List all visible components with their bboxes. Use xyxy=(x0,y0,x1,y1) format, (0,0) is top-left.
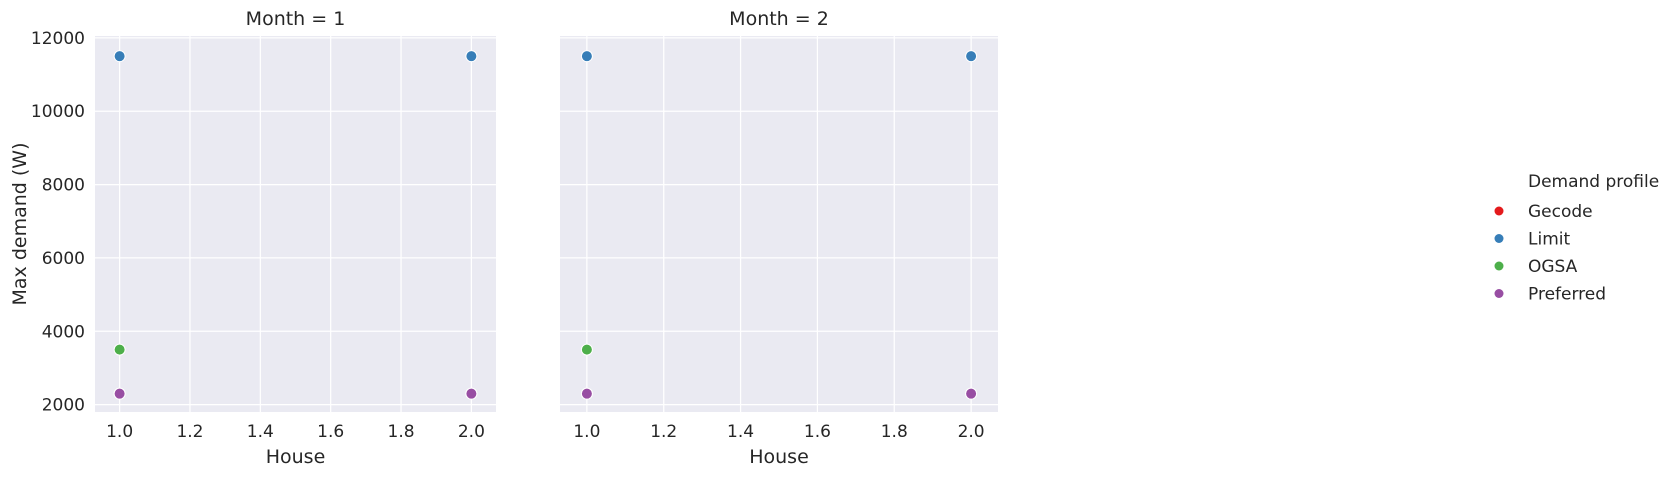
data-point-limit xyxy=(580,50,593,63)
x-tick-label: 1.6 xyxy=(804,422,831,442)
data-point-ogsa xyxy=(580,343,593,356)
x-tick-label: 2.0 xyxy=(958,422,985,442)
data-point-limit xyxy=(465,50,478,63)
legend-marker-preferred xyxy=(1494,289,1504,298)
x-tick-label: 1.6 xyxy=(317,422,344,442)
data-point-limit xyxy=(965,50,978,63)
y-tick-label: 8000 xyxy=(42,176,85,196)
x-tick-label: 1.4 xyxy=(727,422,754,442)
facet-title: Month = 1 xyxy=(246,8,346,30)
x-tick-label: 1.4 xyxy=(247,422,274,442)
x-tick-label: 2.0 xyxy=(458,422,485,442)
legend-label: Preferred xyxy=(1528,285,1606,305)
y-tick-label: 10000 xyxy=(31,102,85,122)
facet-panel-background xyxy=(560,36,998,412)
legend-marker-ogsa xyxy=(1494,261,1504,271)
y-tick-label: 6000 xyxy=(42,249,85,269)
facet-panel-background xyxy=(95,36,496,412)
legend-label: Gecode xyxy=(1528,202,1593,222)
y-axis-title: Max demand (W) xyxy=(9,143,31,306)
legend-marker-gecode xyxy=(1494,206,1504,216)
data-point-preferred xyxy=(113,387,126,400)
data-point-preferred xyxy=(580,387,593,400)
facet-title: Month = 2 xyxy=(729,8,829,30)
data-point-preferred xyxy=(965,387,978,400)
x-tick-label: 1.0 xyxy=(106,422,133,442)
y-tick-label: 4000 xyxy=(42,322,85,342)
data-point-limit xyxy=(113,50,126,63)
data-point-ogsa xyxy=(113,343,126,356)
x-axis-title: House xyxy=(749,446,809,468)
x-tick-label: 1.0 xyxy=(573,422,600,442)
legend-label: Limit xyxy=(1528,230,1570,250)
data-point-preferred xyxy=(465,387,478,400)
x-tick-label: 1.8 xyxy=(881,422,908,442)
y-tick-label: 12000 xyxy=(31,29,85,49)
legend-marker-limit xyxy=(1494,234,1504,243)
x-axis-title: House xyxy=(266,446,326,468)
x-tick-label: 1.2 xyxy=(176,422,203,442)
legend-title: Demand profile xyxy=(1528,172,1659,192)
x-tick-label: 1.8 xyxy=(388,422,415,442)
legend-label: OGSA xyxy=(1528,257,1578,277)
x-tick-label: 1.2 xyxy=(650,422,677,442)
y-tick-label: 2000 xyxy=(42,396,85,416)
